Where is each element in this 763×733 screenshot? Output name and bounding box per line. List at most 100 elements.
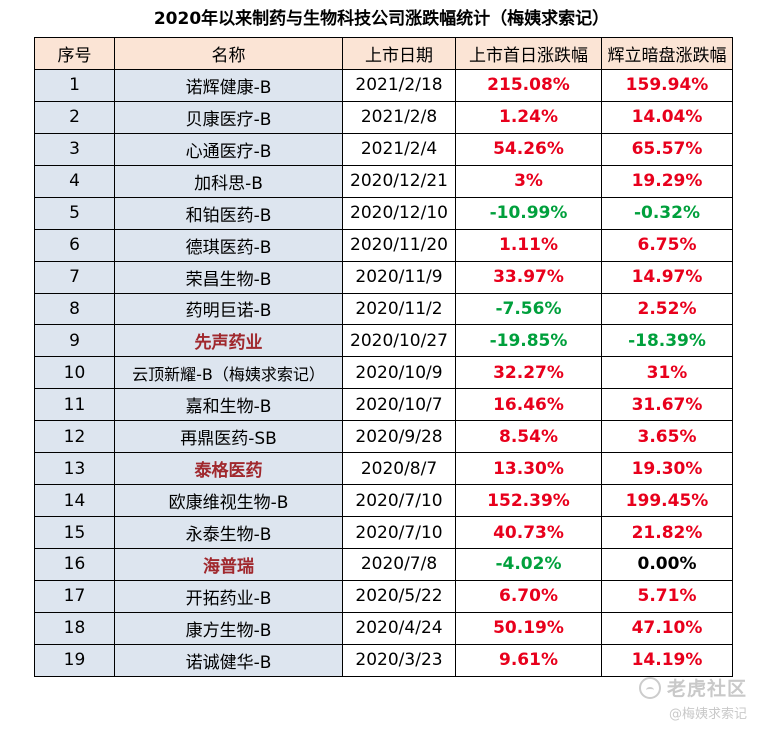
first-day-change: 6.70%: [455, 579, 602, 613]
company-name: 永泰生物-B: [114, 516, 343, 549]
header-index: 序号: [34, 37, 115, 70]
first-day-change: 33.97%: [455, 260, 602, 294]
listing-date: 2021/2/18: [342, 68, 456, 102]
header-first-day-change: 上市首日涨跌幅: [455, 37, 602, 70]
first-day-change: -4.02%: [455, 548, 602, 581]
row-index: 9: [34, 324, 115, 358]
row-index: 4: [34, 164, 115, 198]
first-day-change: 1.11%: [455, 228, 602, 262]
dark-pool-change: 14.19%: [601, 643, 733, 677]
company-name: 贝康医疗-B: [114, 100, 343, 134]
dark-pool-change: 0.00%: [601, 548, 733, 581]
dark-pool-change: 21.82%: [601, 516, 733, 549]
dark-pool-change: 65.57%: [601, 132, 733, 166]
row-index: 1: [34, 68, 115, 102]
table-row: 10 云顶新耀-B（梅姨求索记） 2020/10/9 32.27% 31%: [34, 356, 733, 390]
company-name: 诺辉健康-B: [114, 68, 343, 102]
table-row: 17 开拓药业-B 2020/5/22 6.70% 5.71%: [34, 579, 733, 613]
row-index: 6: [34, 228, 115, 262]
first-day-change: 3%: [455, 164, 602, 198]
first-day-change: 32.27%: [455, 356, 602, 390]
dark-pool-change: 2.52%: [601, 292, 733, 326]
table-row: 5 和铂医药-B 2020/12/10 -10.99% -0.32%: [34, 196, 733, 230]
listing-date: 2020/7/10: [342, 516, 456, 549]
header-name: 名称: [114, 37, 343, 70]
listing-date: 2020/11/9: [342, 260, 456, 294]
listing-date: 2021/2/8: [342, 100, 456, 134]
row-index: 10: [34, 356, 115, 390]
table-body: 1 诺辉健康-B 2021/2/18 215.08% 159.94% 2 贝康医疗-B 202…: [34, 68, 733, 677]
table-row: 8 药明巨诺-B 2020/11/2 -7.56% 2.52%: [34, 292, 733, 326]
table-header-row: 序号 名称 上市日期 上市首日涨跌幅 辉立暗盘涨跌幅: [34, 37, 733, 70]
dark-pool-change: 159.94%: [601, 68, 733, 102]
dark-pool-change: -0.32%: [601, 196, 733, 230]
first-day-change: -10.99%: [455, 196, 602, 230]
first-day-change: 152.39%: [455, 484, 602, 518]
company-name: 开拓药业-B: [114, 579, 343, 613]
company-name: 嘉和生物-B: [114, 388, 343, 422]
first-day-change: 215.08%: [455, 68, 602, 102]
tiger-community-logo-icon: [638, 676, 661, 699]
page-title: 2020年以来制药与生物科技公司涨跌幅统计（梅姨求索记）: [153, 9, 610, 29]
company-name: 先声药业: [114, 324, 343, 358]
row-index: 2: [34, 100, 115, 134]
listing-date: 2020/11/20: [342, 228, 456, 262]
dark-pool-change: 14.97%: [601, 260, 733, 294]
listing-date: 2020/7/8: [342, 548, 456, 581]
row-index: 18: [34, 611, 115, 645]
table-row: 3 心通医疗-B 2021/2/4 54.26% 65.57%: [34, 132, 733, 166]
company-name: 荣昌生物-B: [114, 260, 343, 294]
listing-date: 2020/4/24: [342, 611, 456, 645]
listing-date: 2020/9/28: [342, 420, 456, 454]
first-day-change: 40.73%: [455, 516, 602, 549]
table-row: 9 先声药业 2020/10/27 -19.85% -18.39%: [34, 324, 733, 358]
dark-pool-change: 47.10%: [601, 611, 733, 645]
table-row: 12 再鼎医药-SB 2020/9/28 8.54% 3.65%: [34, 420, 733, 454]
listing-date: 2020/12/21: [342, 164, 456, 198]
company-name: 再鼎医药-SB: [114, 420, 343, 454]
row-index: 11: [34, 388, 115, 422]
listing-date: 2020/10/27: [342, 324, 456, 358]
dark-pool-change: 19.29%: [601, 164, 733, 198]
company-name: 诺诚健华-B: [114, 643, 343, 677]
company-name: 欧康维视生物-B: [114, 484, 343, 518]
table-row: 7 荣昌生物-B 2020/11/9 33.97% 14.97%: [34, 260, 733, 294]
company-name: 加科思-B: [114, 164, 343, 198]
company-name: 海普瑞: [114, 548, 343, 581]
listing-date: 2020/3/23: [342, 643, 456, 677]
listing-date: 2021/2/4: [342, 132, 456, 166]
table-row: 1 诺辉健康-B 2021/2/18 215.08% 159.94%: [34, 68, 733, 102]
table-row: 15 永泰生物-B 2020/7/10 40.73% 21.82%: [34, 516, 733, 549]
company-name: 云顶新耀-B（梅姨求索记）: [114, 356, 343, 390]
listing-date: 2020/10/9: [342, 356, 456, 390]
listing-date: 2020/5/22: [342, 579, 456, 613]
row-index: 12: [34, 420, 115, 454]
watermark-brand: 老虎社区: [666, 678, 747, 700]
company-name: 泰格医药: [114, 452, 343, 486]
table-row: 6 德琪医药-B 2020/11/20 1.11% 6.75%: [34, 228, 733, 262]
company-name: 德琪医药-B: [114, 228, 343, 262]
row-index: 16: [34, 548, 115, 581]
dark-pool-change: 3.65%: [601, 420, 733, 454]
first-day-change: 1.24%: [455, 100, 602, 134]
header-listing-date: 上市日期: [342, 37, 456, 70]
row-index: 7: [34, 260, 115, 294]
table-row: 19 诺诚健华-B 2020/3/23 9.61% 14.19%: [34, 643, 733, 677]
table-row: 11 嘉和生物-B 2020/10/7 16.46% 31.67%: [34, 388, 733, 422]
row-index: 3: [34, 132, 115, 166]
first-day-change: 16.46%: [455, 388, 602, 422]
dark-pool-change: 5.71%: [601, 579, 733, 613]
dark-pool-change: 31%: [601, 356, 733, 390]
dark-pool-change: 14.04%: [601, 100, 733, 134]
first-day-change: 9.61%: [455, 643, 602, 677]
first-day-change: 13.30%: [455, 452, 602, 486]
watermark: 老虎社区 @梅姨求索记: [638, 674, 747, 722]
table-row: 16 海普瑞 2020/7/8 -4.02% 0.00%: [34, 548, 733, 581]
row-index: 15: [34, 516, 115, 549]
row-index: 8: [34, 292, 115, 326]
ipo-performance-table: 序号 名称 上市日期 上市首日涨跌幅 辉立暗盘涨跌幅 1 诺辉健康-B 2021/2…: [34, 37, 733, 677]
watermark-user: @梅姨求索记: [668, 707, 747, 722]
dark-pool-change: 19.30%: [601, 452, 733, 486]
first-day-change: -19.85%: [455, 324, 602, 358]
table-row: 14 欧康维视生物-B 2020/7/10 152.39% 199.45%: [34, 484, 733, 518]
